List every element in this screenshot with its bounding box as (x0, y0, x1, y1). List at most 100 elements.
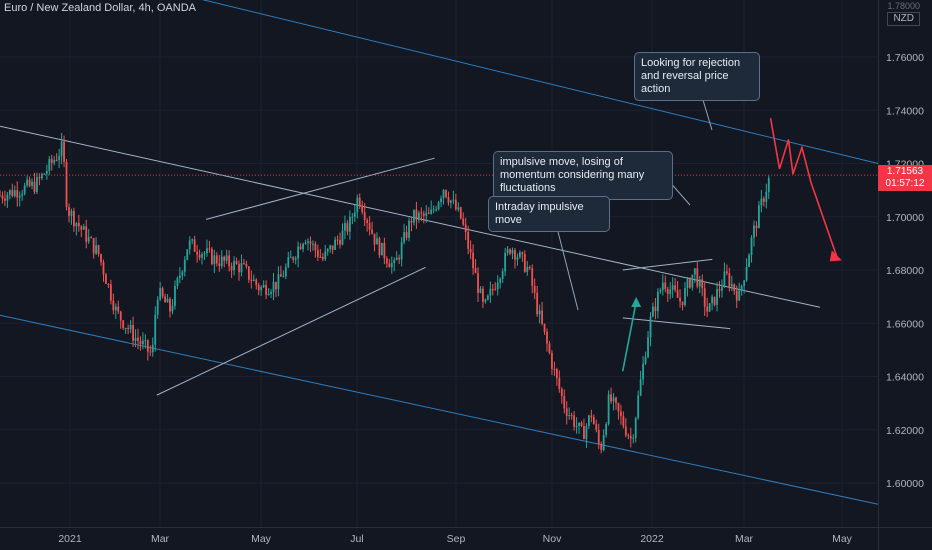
candle-body (514, 250, 516, 260)
candle-body (442, 190, 445, 199)
candle-body (307, 241, 309, 243)
candle-body (134, 337, 137, 341)
candle-body (743, 280, 746, 286)
candle-body (393, 260, 396, 264)
candle-body (750, 237, 753, 255)
candle-body (597, 430, 600, 444)
candle-body (674, 285, 677, 291)
candle-body (193, 239, 196, 252)
candle-body (289, 257, 292, 259)
candle-body (164, 296, 166, 303)
currency-top-tick: 1.78000 (887, 1, 920, 11)
currency-selector[interactable]: 1.78000 NZD (887, 2, 920, 26)
candle-body (230, 266, 233, 271)
candle-body (316, 250, 319, 257)
candle-body (560, 388, 563, 396)
candle-body (122, 320, 125, 329)
candle-body (198, 254, 201, 258)
candle-body (489, 288, 492, 296)
candle-body (575, 426, 578, 428)
candle-body (671, 285, 674, 290)
callout-rejection[interactable]: Looking for rejection and reversal price… (634, 52, 760, 101)
candle-body (373, 233, 376, 245)
candle-body (494, 289, 497, 291)
y-tick-label: 1.70000 (886, 212, 924, 224)
x-tick-label: Mar (151, 533, 170, 545)
y-tick-label: 1.76000 (886, 52, 924, 64)
candle-body (329, 245, 332, 250)
candle-body (220, 256, 223, 267)
candle-body (75, 222, 78, 227)
candle-body (666, 289, 669, 294)
currency-code[interactable]: NZD (887, 12, 920, 26)
candle-body (68, 207, 70, 216)
candle-body (149, 351, 152, 353)
candle-body (459, 207, 462, 219)
callout-momentum[interactable]: impulsive move, losing of momentum consi… (493, 151, 673, 200)
candle-body (252, 279, 255, 281)
candle-body (590, 415, 593, 418)
candle-body (659, 289, 662, 292)
candle-body (361, 205, 364, 213)
candle-body (482, 288, 484, 302)
candle-body (390, 263, 393, 268)
candle-body (53, 160, 56, 163)
candle-body (499, 279, 502, 283)
candle-body (546, 331, 548, 344)
candle-body (90, 237, 93, 239)
candle-body (486, 295, 489, 300)
candle-body (267, 293, 270, 295)
candle-body (450, 200, 452, 203)
candle-body (548, 343, 551, 353)
y-tick-label: 1.68000 (886, 265, 924, 277)
candle-body (11, 190, 14, 197)
candle-body (302, 243, 304, 250)
callout-intraday[interactable]: Intraday impulsive move (488, 196, 610, 232)
candle-body (275, 281, 277, 290)
candle-body (36, 177, 38, 192)
candle-body (728, 273, 731, 287)
candle-body (602, 434, 605, 450)
candle-body (701, 279, 704, 289)
candle-body (371, 229, 373, 234)
candle-body (203, 253, 206, 255)
candle-body (452, 199, 455, 201)
candle-body (250, 279, 253, 281)
candle-body (661, 282, 664, 290)
candle-body (339, 240, 341, 245)
candle-body (225, 255, 228, 261)
candle-body (753, 225, 755, 238)
candle-body (60, 141, 63, 157)
candle-body (634, 418, 637, 439)
candle-body (235, 261, 238, 264)
candle-body (558, 377, 561, 389)
candle-body (196, 251, 199, 255)
candle-body (117, 306, 120, 312)
x-tick-label: 2021 (58, 533, 82, 545)
candle-body (363, 212, 366, 221)
candle-body (654, 306, 657, 312)
candle-body (615, 397, 617, 404)
candle-body (469, 248, 472, 253)
y-tick-label: 1.74000 (886, 105, 924, 117)
trendline (622, 317, 731, 330)
candle-body (523, 254, 526, 272)
candle-body (124, 328, 127, 330)
candle-body (730, 284, 733, 287)
candle-body (38, 177, 41, 179)
candle-body (698, 279, 701, 287)
candle-body (341, 230, 344, 245)
candle-body (669, 289, 672, 294)
candle-body (617, 403, 620, 412)
candle-body (223, 256, 226, 261)
candle-body (679, 297, 681, 302)
candle-body (297, 246, 300, 259)
candle-body (260, 287, 263, 291)
candle-body (440, 198, 442, 203)
x-tick-label: May (832, 533, 853, 545)
candle-body (647, 337, 649, 358)
candle-body (716, 289, 718, 305)
candle-body (65, 161, 68, 208)
candle-body (457, 207, 460, 210)
